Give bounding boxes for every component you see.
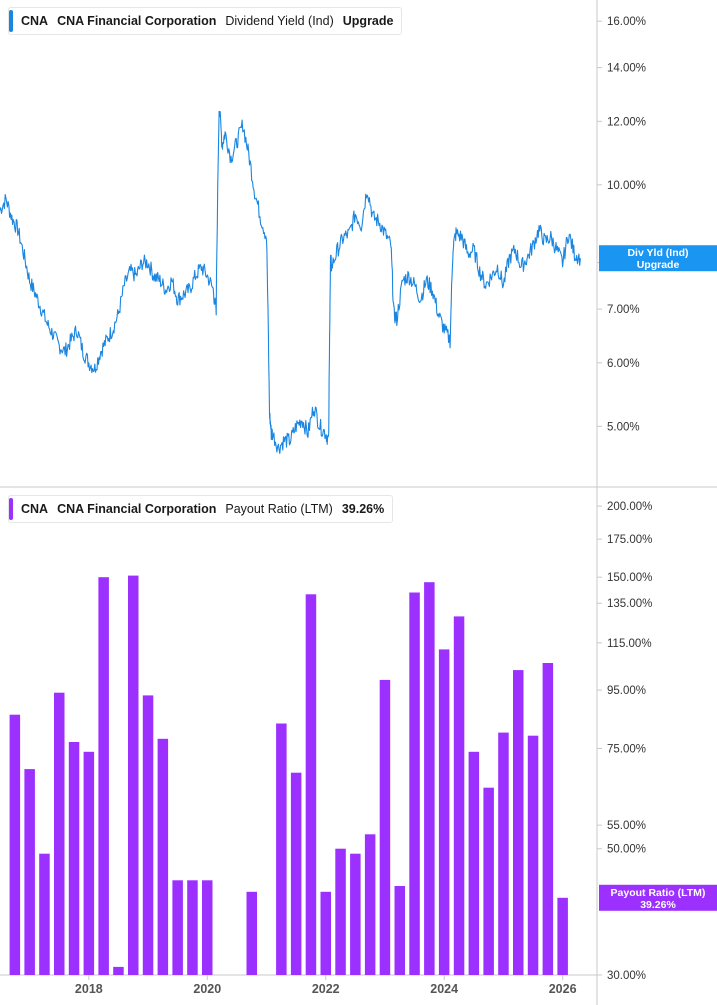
payout-bar	[424, 582, 435, 975]
payout-y-tick-label: 75.00%	[607, 744, 646, 756]
div-yield-y-tick-label: 16.00%	[607, 16, 646, 28]
payout-bar	[54, 692, 65, 975]
div-yield-y-tick-label: 5.00%	[607, 421, 640, 433]
div-yield-y-tick-label: 10.00%	[607, 180, 646, 192]
payout-bar	[187, 880, 198, 975]
payout-bar	[172, 880, 183, 975]
payout-y-tick-label: 200.00%	[607, 501, 652, 513]
payout-bar	[320, 891, 331, 975]
payout-bar	[305, 594, 317, 975]
payout-value-tag	[599, 884, 717, 911]
payout-bar	[202, 880, 213, 975]
payout-bar	[498, 732, 509, 975]
bottom-legend-ticker: CNA	[21, 502, 49, 516]
payout-bar	[557, 897, 568, 975]
bottom-legend-value: 39.26%	[341, 502, 385, 516]
div-yield-tag-label: Div Yld (Ind)	[627, 247, 688, 259]
x-tick-label: 2022	[312, 982, 340, 996]
x-tick-label: 2024	[430, 982, 458, 996]
payout-bar	[438, 649, 450, 975]
div-yield-tag-value: Upgrade	[637, 259, 680, 271]
payout-bar	[527, 735, 539, 975]
payout-tag-label: Payout Ratio (LTM)	[611, 887, 706, 899]
bottom-legend-company: CNA Financial Corporation	[57, 502, 217, 516]
payout-tag-value: 39.26%	[640, 899, 676, 911]
dividend-yield-swatch	[9, 10, 13, 32]
payout-bar	[364, 834, 376, 975]
payout-y-tick-label: 175.00%	[607, 534, 652, 546]
payout-bar	[98, 577, 109, 975]
payout-ratio-swatch	[9, 498, 13, 520]
x-tick-label: 2020	[193, 982, 221, 996]
div-yield-y-tick-label: 6.00%	[607, 358, 640, 370]
top-legend-company: CNA Financial Corporation	[57, 14, 217, 28]
payout-bar	[379, 679, 391, 975]
payout-y-tick-label: 95.00%	[607, 685, 646, 697]
payout-y-tick-label: 115.00%	[607, 638, 652, 650]
payout-bar	[350, 853, 361, 975]
top-legend-ticker: CNA	[21, 14, 49, 28]
x-tick-label: 2018	[75, 982, 103, 996]
dividend-yield-line	[0, 110, 581, 454]
payout-y-tick-label: 55.00%	[607, 820, 646, 832]
payout-y-tick-label: 50.00%	[607, 844, 646, 856]
payout-bar	[394, 886, 405, 975]
payout-bar	[113, 966, 124, 975]
top-legend-metric: Dividend Yield (Ind)	[225, 14, 334, 28]
top-legend: CNA CNA Financial Corporation Dividend Y…	[8, 7, 403, 35]
div-yield-y-tick-label: 14.00%	[607, 63, 646, 75]
payout-bar	[246, 891, 257, 975]
payout-bar	[83, 751, 95, 975]
payout-bar	[453, 616, 465, 975]
payout-bar	[24, 769, 35, 975]
payout-bar	[128, 575, 139, 975]
payout-bar	[39, 853, 50, 975]
payout-bar	[142, 695, 154, 975]
payout-bar	[9, 714, 21, 975]
payout-bar	[542, 663, 554, 975]
payout-y-tick-label: 30.00%	[607, 970, 646, 982]
payout-bar	[276, 723, 287, 975]
bottom-legend: CNA CNA Financial Corporation Payout Rat…	[8, 495, 394, 523]
payout-bar	[335, 848, 346, 975]
payout-bar	[409, 592, 420, 975]
payout-bar	[157, 738, 169, 975]
payout-bar	[290, 772, 302, 975]
payout-y-tick-label: 150.00%	[607, 572, 652, 584]
div-yield-value-tag	[599, 245, 717, 272]
payout-bar	[468, 751, 480, 975]
payout-bar	[483, 787, 494, 975]
payout-bar	[513, 670, 524, 975]
div-yield-y-tick-label: 7.00%	[607, 304, 640, 316]
div-yield-y-tick-label: 12.00%	[607, 116, 646, 128]
bottom-legend-metric: Payout Ratio (LTM)	[225, 502, 333, 516]
top-legend-value: Upgrade	[342, 14, 394, 28]
payout-bar	[68, 742, 80, 975]
x-tick-label: 2026	[549, 982, 577, 996]
payout-y-tick-label: 135.00%	[607, 598, 652, 610]
